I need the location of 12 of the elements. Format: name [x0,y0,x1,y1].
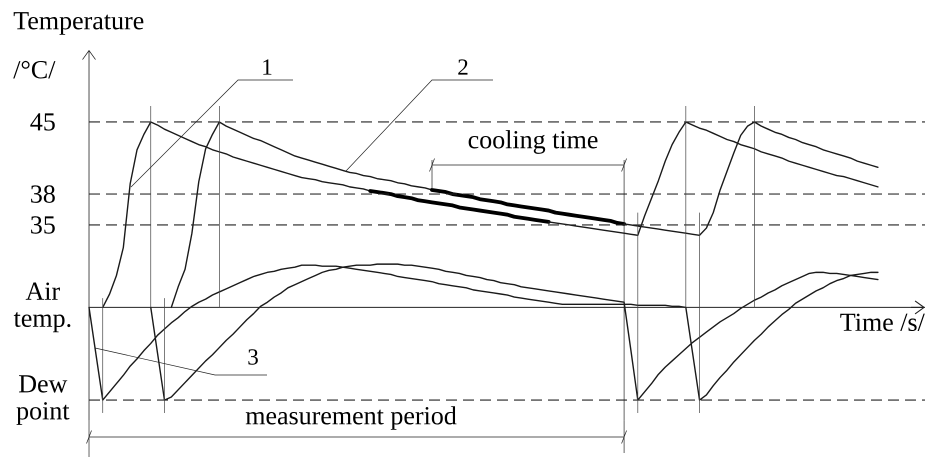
y-tick-label: Air temp. [14,282,70,332]
x-axis-title: Time /s/ [840,314,925,332]
annotation: measurement period [246,406,456,430]
y-tick-label: Dew point [16,375,70,425]
y-axis-title: Temperature /°C/ [13,12,144,78]
annotation: cooling time [468,130,598,154]
y-tick-label: 38 [31,185,55,203]
annotation: 3 [248,349,258,365]
annotation: 2 [458,59,468,75]
y-tick-label: 35 [31,216,55,234]
y-tick-label: 45 [30,113,55,131]
annotation: 1 [263,59,272,75]
